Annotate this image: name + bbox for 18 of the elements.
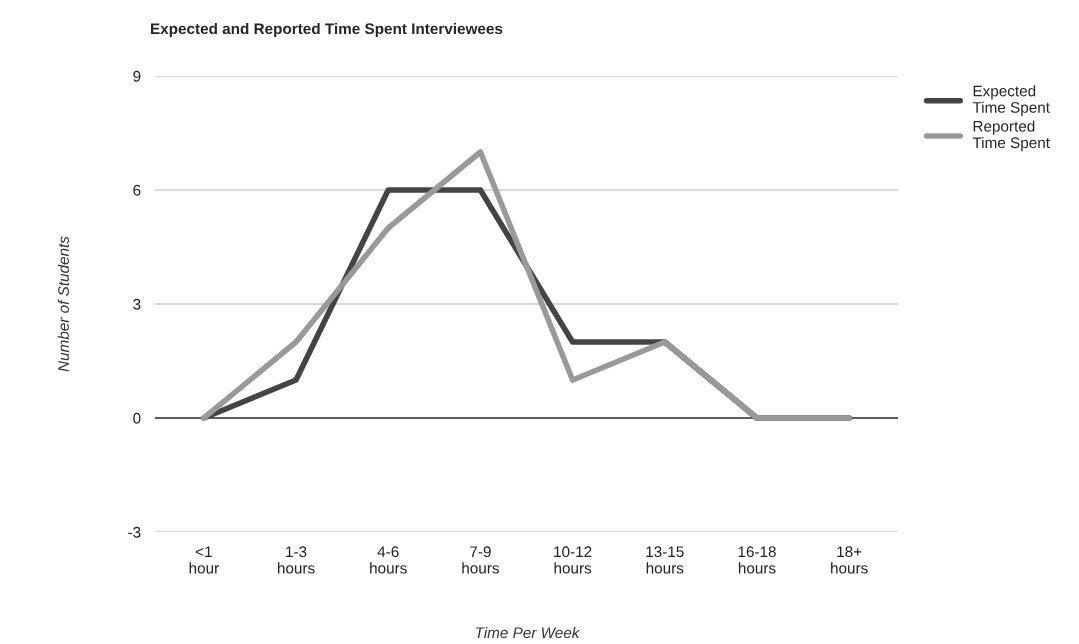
x-axis-title: Time Per Week [475, 626, 581, 639]
x-tick-label: 18+ hours [831, 546, 868, 574]
y-tick-label: 3 [133, 298, 141, 310]
x-tick-label: 13-15 hours [646, 546, 684, 574]
x-tick-label: 1-3 hours [277, 546, 315, 574]
y-tick-label: 9 [133, 70, 141, 82]
x-tick-label: 7-9 hours [462, 546, 499, 574]
y-tick-label: 6 [133, 184, 141, 196]
y-axis-title: Number of Students [57, 236, 69, 372]
x-tick-label: 16-18 hours [738, 546, 776, 574]
y-tick-label: 0 [133, 412, 141, 424]
x-tick-label: <1 hour [189, 546, 219, 574]
y-tick-label: -3 [128, 526, 141, 538]
chart-title: Expected and Reported Time Spent Interviewees [151, 22, 503, 38]
x-tick-label: 4-6 hours [370, 546, 407, 574]
x-tick-label: 10-12 hours [554, 546, 592, 574]
legend-label: Reported Time Spent [972, 120, 1050, 152]
legend-label: Expected Time Spent [972, 85, 1050, 116]
